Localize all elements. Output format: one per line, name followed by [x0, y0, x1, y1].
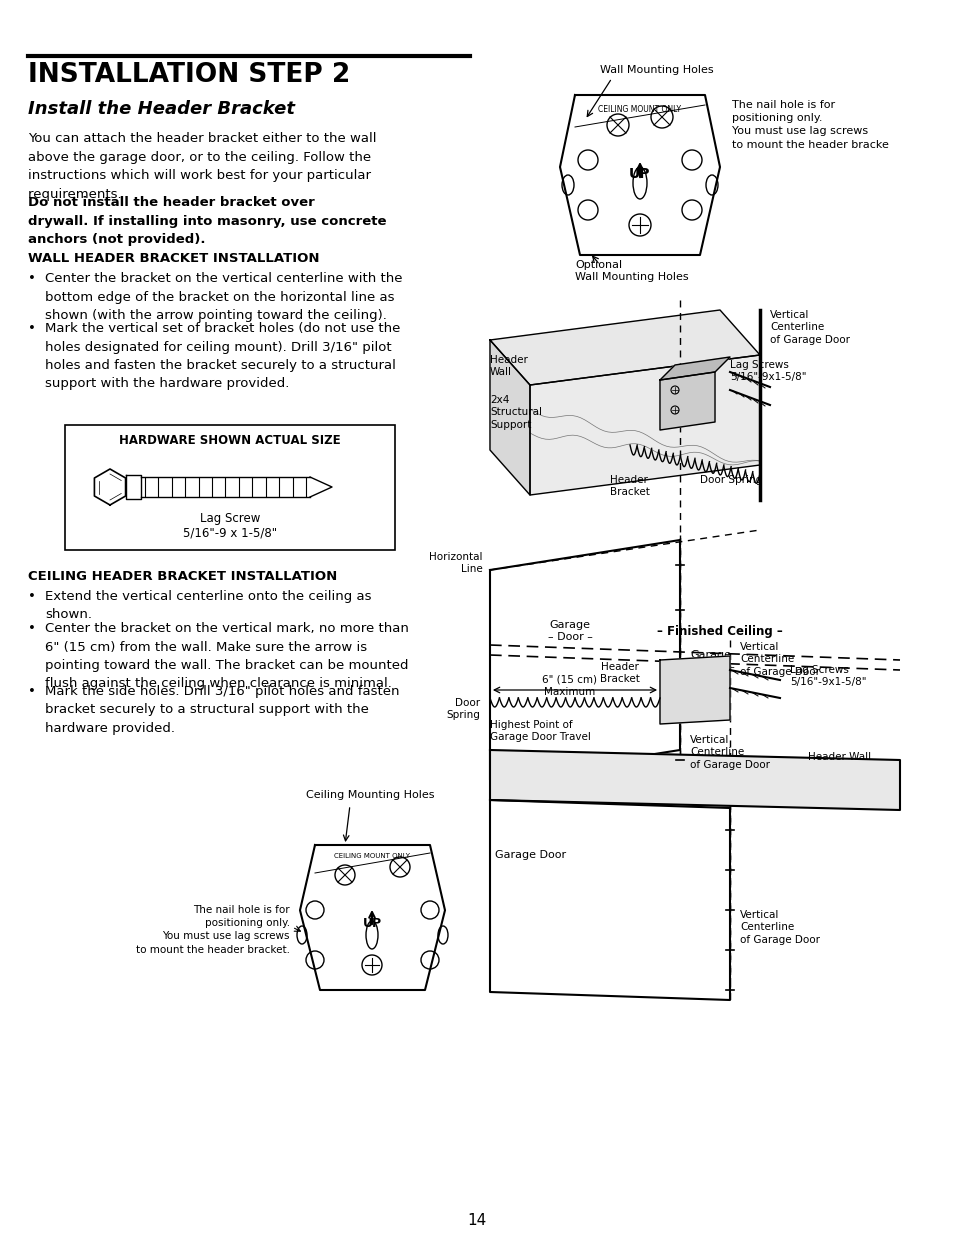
Text: Garage Door: Garage Door [495, 850, 565, 860]
Text: Header
Bracket: Header Bracket [609, 475, 649, 498]
Polygon shape [659, 357, 729, 380]
Text: Header
Bracket: Header Bracket [599, 662, 639, 684]
Text: – Finished Ceiling –: – Finished Ceiling – [657, 625, 782, 638]
Text: You can attach the header bracket either to the wall
above the garage door, or t: You can attach the header bracket either… [28, 132, 376, 200]
Text: UP: UP [629, 167, 650, 182]
Text: Optional
Wall Mounting Holes: Optional Wall Mounting Holes [575, 261, 688, 283]
Text: Lag Screws
5/16"-9x1-5/8": Lag Screws 5/16"-9x1-5/8" [729, 359, 805, 383]
Polygon shape [94, 469, 126, 505]
Text: 14: 14 [467, 1213, 486, 1228]
Text: Lag Screws
5/16"-9x1-5/8": Lag Screws 5/16"-9x1-5/8" [789, 664, 865, 688]
Text: •: • [28, 322, 36, 335]
Text: Garage
– Door –: Garage – Door – [689, 650, 734, 672]
Polygon shape [126, 475, 141, 499]
Text: •: • [28, 272, 36, 285]
Text: Horizontal
Line: Horizontal Line [429, 552, 482, 574]
Polygon shape [659, 656, 729, 724]
Text: INSTALLATION STEP 2: INSTALLATION STEP 2 [28, 62, 350, 88]
Text: Mark the vertical set of bracket holes (do not use the
holes designated for ceil: Mark the vertical set of bracket holes (… [45, 322, 400, 390]
Text: The nail hole is for
positioning only.
You must use lag screws
to mount the head: The nail hole is for positioning only. Y… [136, 905, 290, 955]
Text: CEILING MOUNT ONLY: CEILING MOUNT ONLY [334, 853, 410, 860]
Text: Vertical
Centerline
of Garage Door: Vertical Centerline of Garage Door [769, 310, 849, 345]
Polygon shape [530, 354, 760, 495]
Text: Vertical
Centerline
of Garage Door: Vertical Centerline of Garage Door [689, 735, 769, 769]
Text: Extend the vertical centerline onto the ceiling as
shown.: Extend the vertical centerline onto the … [45, 590, 371, 621]
Text: •: • [28, 622, 36, 635]
Text: Ceiling Mounting Holes: Ceiling Mounting Holes [305, 790, 434, 800]
Polygon shape [490, 310, 760, 385]
Text: CEILING MOUNT ONLY: CEILING MOUNT ONLY [598, 105, 680, 114]
Text: Center the bracket on the vertical centerline with the
bottom edge of the bracke: Center the bracket on the vertical cente… [45, 272, 402, 322]
Text: •: • [28, 590, 36, 603]
Text: WALL HEADER BRACKET INSTALLATION: WALL HEADER BRACKET INSTALLATION [28, 252, 319, 266]
FancyBboxPatch shape [65, 425, 395, 550]
Text: 6" (15 cm)
Maximum: 6" (15 cm) Maximum [542, 676, 597, 698]
Text: Center the bracket on the vertical mark, no more than
6" (15 cm) from the wall. : Center the bracket on the vertical mark,… [45, 622, 409, 690]
Polygon shape [310, 477, 332, 496]
Text: HARDWARE SHOWN ACTUAL SIZE: HARDWARE SHOWN ACTUAL SIZE [119, 433, 340, 447]
Text: CEILING HEADER BRACKET INSTALLATION: CEILING HEADER BRACKET INSTALLATION [28, 571, 337, 583]
Text: The nail hole is for
positioning only.
You must use lag screws
to mount the head: The nail hole is for positioning only. Y… [731, 100, 888, 149]
Text: Vertical
Centerline
of Garage Door: Vertical Centerline of Garage Door [740, 910, 820, 945]
Polygon shape [559, 95, 720, 254]
Text: Install the Header Bracket: Install the Header Bracket [28, 100, 294, 119]
Text: Header
Wall: Header Wall [490, 354, 527, 378]
Polygon shape [299, 845, 444, 990]
Text: UP: UP [362, 918, 381, 930]
Text: Lag Screw
5/16"-9 x 1-5/8": Lag Screw 5/16"-9 x 1-5/8" [183, 513, 276, 540]
Text: 2x4
Structural
Support: 2x4 Structural Support [490, 395, 541, 430]
Polygon shape [659, 372, 714, 430]
Text: Highest Point of
Garage Door Travel: Highest Point of Garage Door Travel [490, 720, 590, 742]
Polygon shape [490, 750, 899, 810]
Text: Door Spring: Door Spring [700, 475, 761, 485]
Text: Mark the side holes. Drill 3/16" pilot holes and fasten
bracket securely to a st: Mark the side holes. Drill 3/16" pilot h… [45, 685, 399, 735]
Polygon shape [141, 477, 310, 496]
Polygon shape [490, 340, 530, 495]
Text: Header Wall: Header Wall [807, 752, 871, 762]
Text: Vertical
Centerline
of Garage Door: Vertical Centerline of Garage Door [740, 642, 820, 677]
Text: Garage
– Door –: Garage – Door – [547, 620, 592, 642]
Text: Wall Mounting Holes: Wall Mounting Holes [599, 65, 713, 75]
Text: •: • [28, 685, 36, 698]
Text: Door
Spring: Door Spring [446, 698, 479, 720]
Text: Do not install the header bracket over
drywall. If installing into masonry, use : Do not install the header bracket over d… [28, 196, 386, 246]
